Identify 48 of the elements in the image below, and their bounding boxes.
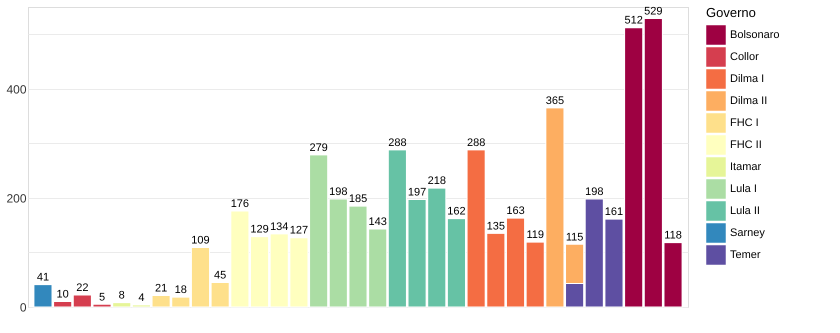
y-tick-label: 0 [20,300,27,314]
total-label: 21 [154,282,168,295]
total-label: 118 [664,230,682,242]
total-label: 279 [309,142,328,154]
total-label: 41 [36,272,50,284]
total-label: 198 [329,186,348,198]
legend-title: Governo [706,5,756,20]
total-label: 134 [270,220,288,233]
legend-label: Temer [730,249,761,261]
total-label: 18 [174,284,187,296]
total-label: 129 [250,224,269,236]
total-label: 163 [506,205,525,218]
y-tick-label: 400 [6,82,27,96]
legend-label: FHC II [730,139,762,151]
y-tick-label: 200 [6,191,27,206]
total-label: 10 [56,288,69,301]
legend-label: Lula II [730,205,760,217]
total-label: 4 [138,292,144,304]
total-label: 135 [486,220,506,232]
total-label: 218 [428,175,446,188]
total-label: 45 [214,269,226,282]
total-label: 5 [98,291,106,304]
legend-label: Dilma II [730,95,768,107]
total-label: 185 [348,193,368,206]
total-label: 115 [566,231,584,244]
legend-label: Collor [730,51,760,63]
total-label: 365 [546,94,564,107]
total-label: 197 [408,186,426,199]
total-label: 288 [388,136,407,149]
total-label: 8 [118,290,125,302]
total-label: 512 [624,14,643,27]
legend-label: Bolsonaro [730,29,780,41]
total-label: 109 [191,234,210,247]
total-label: 162 [447,206,466,218]
total-label: 288 [466,136,486,149]
legend-label: Itamar [730,161,762,173]
legend-label: Lula I [730,183,757,195]
total-label: 22 [76,282,88,294]
total-label: 529 [644,5,663,18]
total-label: 143 [368,216,387,228]
total-label: 127 [290,224,308,237]
total-label: 176 [230,198,250,210]
legend-label: Sarney [730,227,766,239]
total-label: 119 [526,229,544,242]
total-label: 198 [585,186,604,198]
legend-label: Dilma I [730,73,764,85]
legend-label: FHC I [730,117,759,129]
total-label: 161 [604,206,624,218]
